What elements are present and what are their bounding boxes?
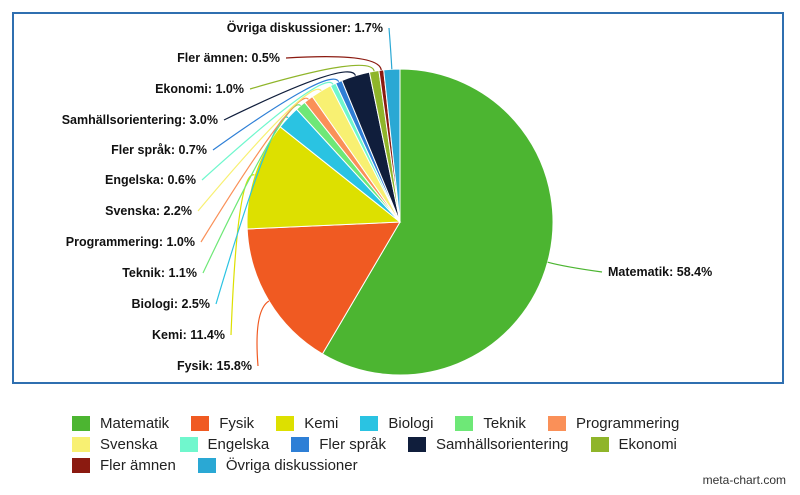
legend-row: Fler ämnen Övriga diskussioner [72,455,772,476]
legend-label: Teknik [483,415,526,432]
legend-item[interactable]: Fler språk [291,436,386,453]
legend-item[interactable]: Fysik [191,415,254,432]
legend-row: Svenska Engelska Fler språk Samhällsoriente… [72,434,772,455]
legend-item[interactable]: Biologi [360,415,433,432]
legend-item[interactable]: Ekonomi [590,436,677,453]
legend-item[interactable]: Teknik [455,415,526,432]
leader-line [249,64,375,90]
legend-swatch [72,416,90,431]
pie-chart: Matematik: 58.4% Fysik: 15.8% Kemi: 11.4% B… [62,20,712,376]
legend-label: Matematik [100,415,170,432]
legend-swatch [197,458,216,473]
data-label: Svenska: 2.2% [105,204,192,218]
data-label: Fler språk: 0.7% [111,143,207,157]
pie-slice-kemi[interactable] [246,126,402,230]
legend-swatch [191,416,210,431]
leader-line [223,71,357,121]
data-label: Kemi: 11.4% [152,328,225,342]
legend-label: Kemi [304,415,339,432]
legend-label: Programmering [575,415,680,432]
legend-swatch [547,416,566,431]
legend-label: Biologi [388,415,434,432]
leader-line [200,97,309,243]
data-label: Fysik: 15.8% [177,359,252,373]
legend-item[interactable]: Programmering [547,415,680,432]
leader-line [256,300,270,367]
legend-swatch [291,437,310,452]
legend-label: Samhällsorientering [435,436,569,453]
leader-line [547,261,603,273]
legend-swatch [72,458,90,473]
leader-line [197,88,322,212]
leader-line [285,56,382,71]
leader-line [212,78,340,151]
data-label: Biologi: 2.5% [132,297,210,311]
data-label: Ekonomi: 1.0% [155,82,244,96]
leader-line [388,27,393,70]
legend-item[interactable]: Matematik [72,415,169,432]
legend-row: Matematik Fysik Kemi Biologi Teknik Programme… [72,413,772,434]
legend-swatch [179,437,198,452]
data-label: Teknik: 1.1% [122,266,197,280]
legend-swatch [590,437,609,452]
legend-label: Fler språk [319,436,386,453]
watermark: meta-chart.com [702,473,786,487]
data-label: Samhällsorientering: 3.0% [62,113,218,127]
legend: Matematik Fysik Kemi Biologi Teknik Programme… [72,413,772,476]
legend-label: Fler ämnen [100,457,176,474]
legend-swatch [360,416,379,431]
data-label: Programmering: 1.0% [66,235,195,249]
legend-item[interactable]: Engelska [179,436,270,453]
legend-swatch [276,416,295,431]
data-label: Matematik: 58.4% [608,265,712,279]
legend-label: Engelska [207,436,270,453]
legend-item[interactable]: Fler ämnen [72,457,176,474]
data-label: Övriga diskussioner: 1.7% [227,20,383,35]
data-label: Engelska: 0.6% [105,173,196,187]
legend-label: Svenska [100,436,158,453]
legend-swatch [72,437,90,452]
pie-slice-matematik[interactable] [321,68,554,376]
legend-item[interactable]: Kemi [276,415,338,432]
legend-item[interactable]: Övriga diskussioner [197,457,358,474]
legend-item[interactable]: Svenska [72,436,158,453]
legend-label: Ekonomi [618,436,677,453]
legend-label: Övriga diskussioner [225,457,358,474]
legend-item[interactable]: Samhällsorientering [407,436,569,453]
legend-label: Fysik [219,415,255,432]
legend-swatch [407,437,426,452]
legend-swatch [455,416,474,431]
leader-line [201,81,334,181]
data-label: Fler ämnen: 0.5% [177,51,280,65]
leader-line [202,104,302,274]
pie-slice-fysik[interactable] [246,221,401,355]
